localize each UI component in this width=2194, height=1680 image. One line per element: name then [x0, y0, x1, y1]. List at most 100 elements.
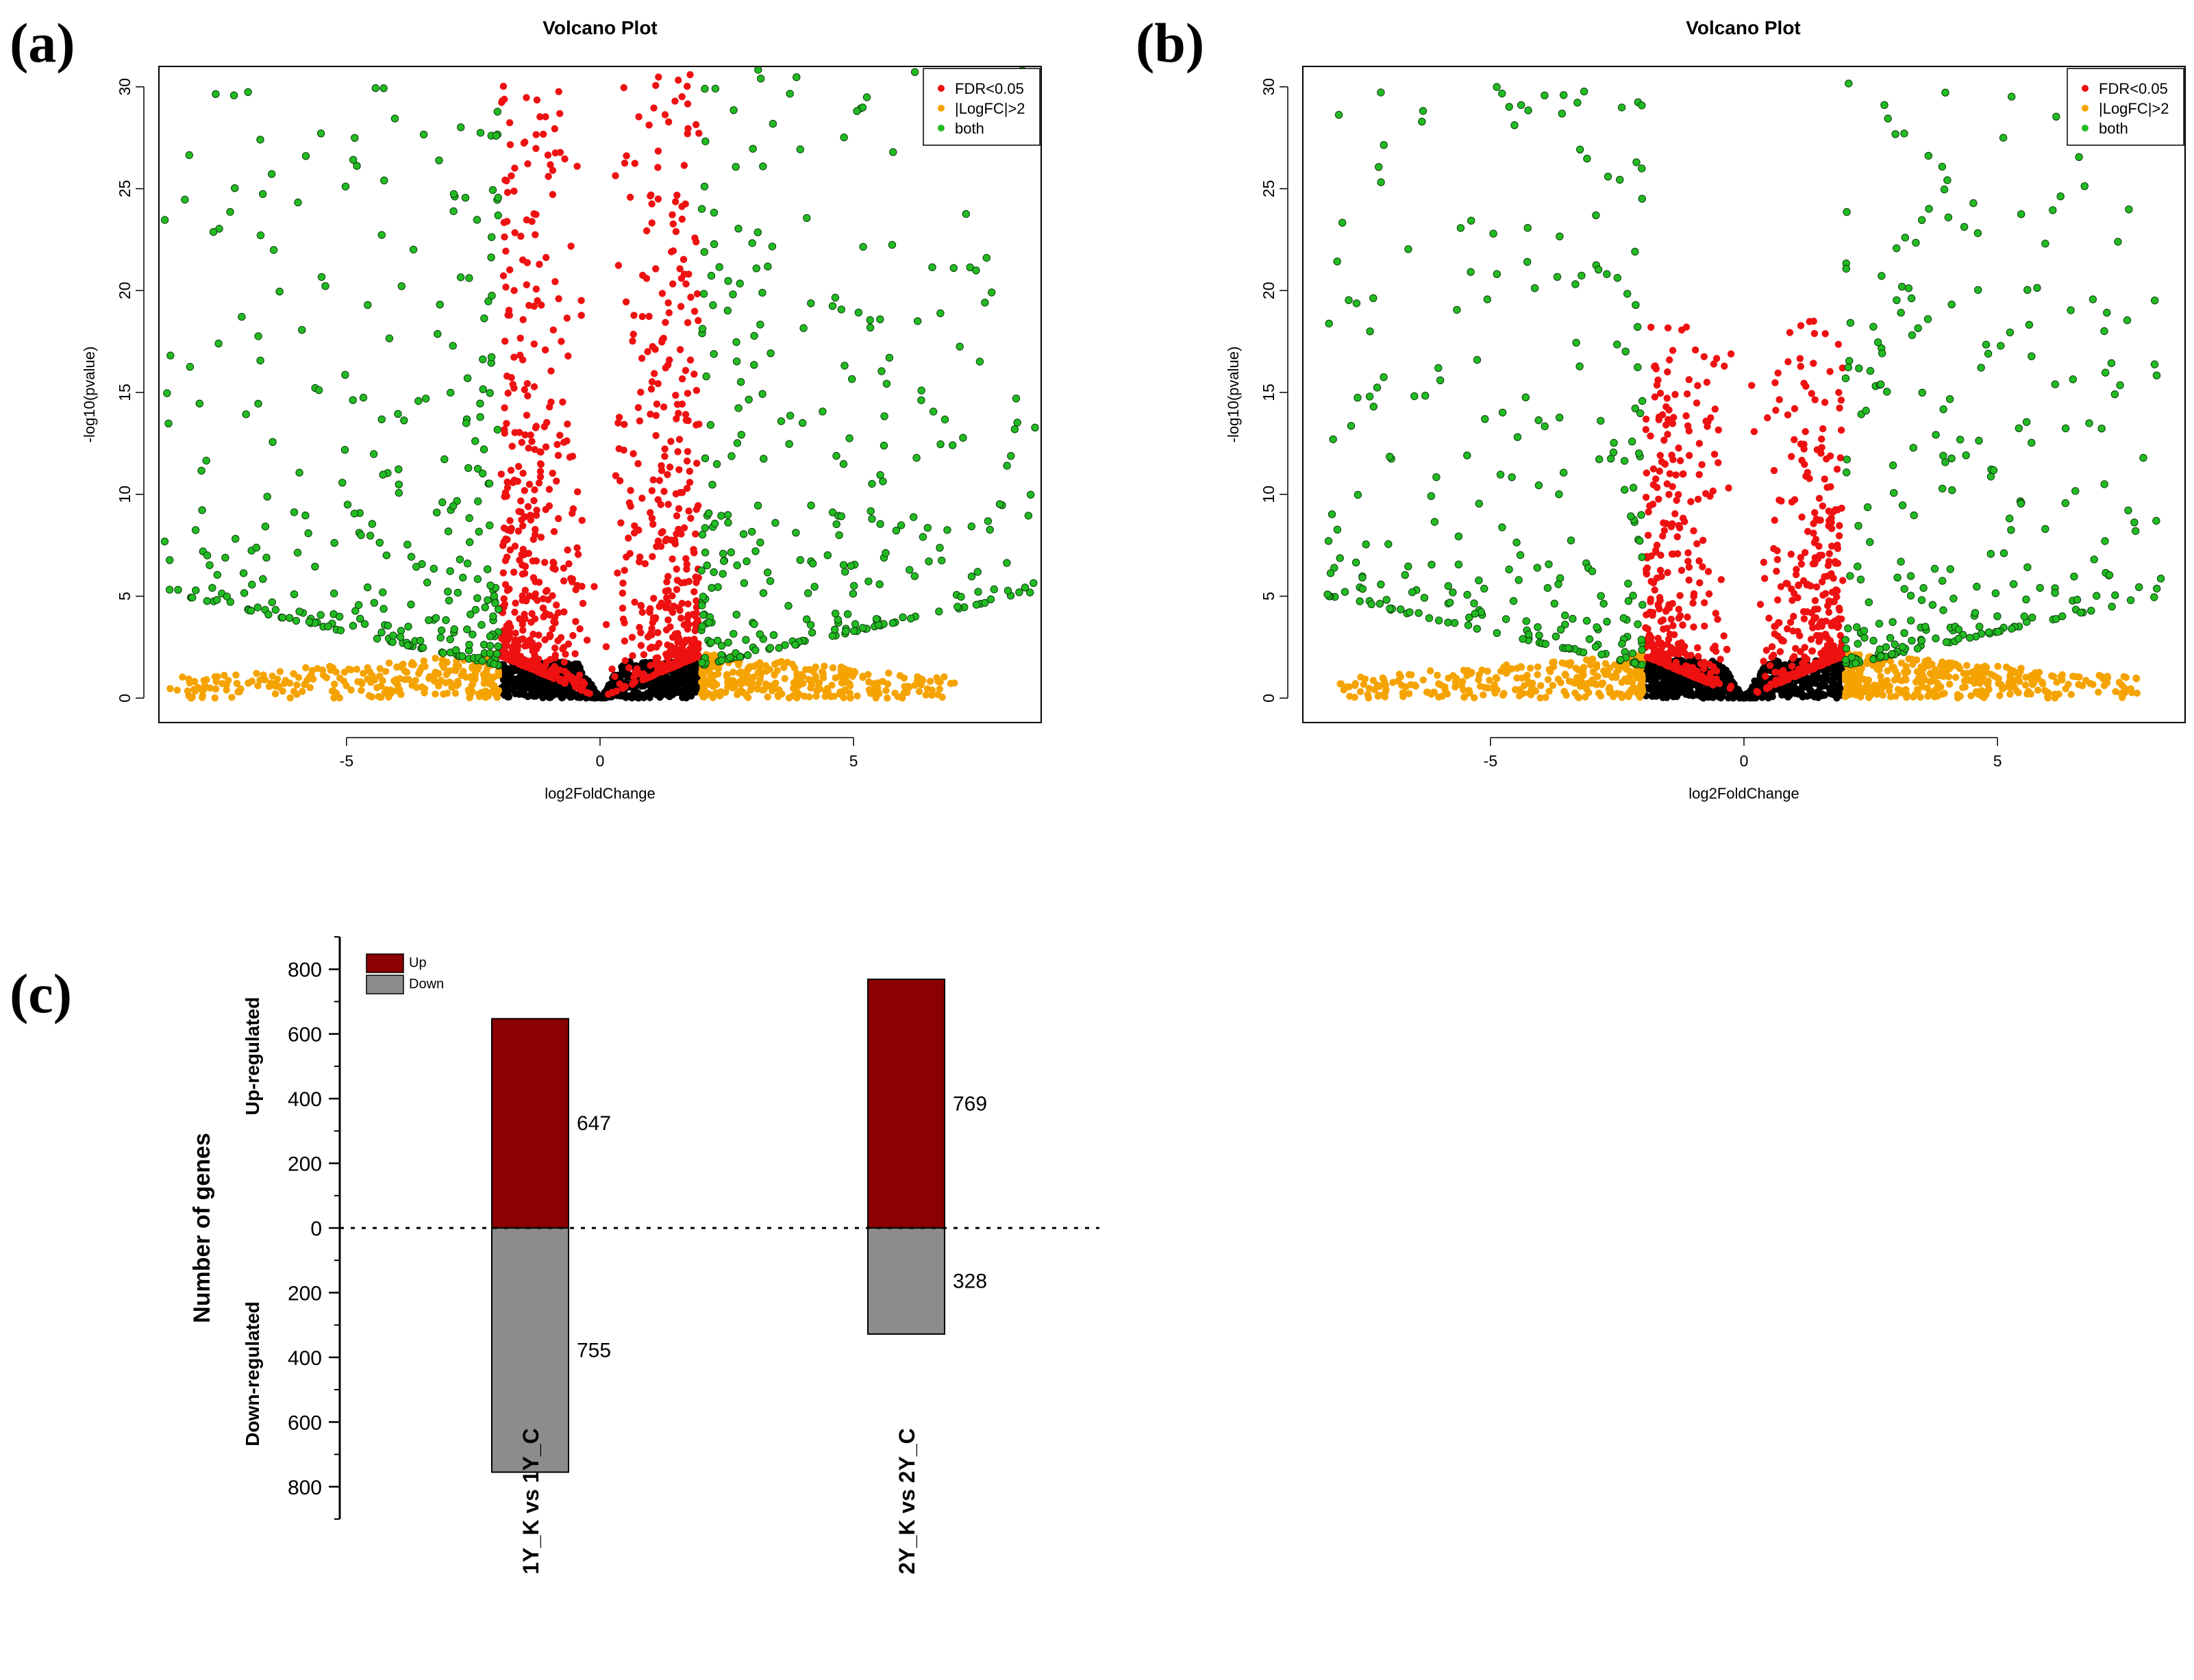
- volcano-point-both: [1901, 234, 1910, 242]
- volcano-point-fdr: [630, 312, 638, 319]
- volcano-point-both: [906, 566, 914, 574]
- volcano-point-fdr: [1665, 601, 1673, 609]
- volcano-point-fdr: [523, 281, 530, 288]
- volcano-point-fdr: [664, 471, 671, 479]
- volcano-point-fdr: [662, 364, 669, 372]
- volcano-point-logfc: [1518, 674, 1525, 682]
- volcano-point-fdr: [1681, 642, 1688, 651]
- volcano-point-logfc: [1604, 668, 1611, 677]
- volcano-point-both: [338, 479, 347, 487]
- volcano-point-logfc: [1886, 657, 1895, 665]
- volcano-point-fdr: [683, 560, 690, 568]
- volcano-point-logfc: [2015, 689, 2022, 697]
- volcano-point-fdr: [671, 97, 679, 105]
- volcano-point-both: [718, 642, 726, 650]
- volcano-point-logfc: [1569, 679, 1577, 686]
- volcano-point-logfc: [738, 675, 747, 683]
- volcano-point-logfc: [882, 687, 890, 694]
- volcano-point-fdr: [615, 414, 623, 421]
- volcano-point-both: [758, 390, 766, 398]
- volcano-point-logfc: [709, 682, 717, 690]
- volcano-point-logfc: [1336, 680, 1344, 688]
- volcano-point-fdr: [1676, 524, 1684, 531]
- volcano-point-both: [936, 544, 944, 552]
- volcano-point-both: [2089, 295, 2097, 303]
- volcano-point-both: [972, 601, 981, 609]
- volcano-point-both: [432, 614, 440, 622]
- volcano-point-fdr: [579, 684, 586, 692]
- volcano-point-fdr: [671, 540, 679, 548]
- volcano-point-fdr: [498, 635, 506, 642]
- volcano-point-fdr: [555, 295, 562, 303]
- volcano-point-fdr: [521, 570, 529, 577]
- volcano-point-both: [736, 279, 744, 288]
- volcano-point-both: [394, 410, 402, 418]
- volcano-point-fdr: [1788, 662, 1796, 670]
- volcano-point-both: [198, 506, 206, 514]
- volcano-point-both: [809, 560, 817, 568]
- volcano-point-fdr: [614, 569, 621, 577]
- volcano-point-both: [231, 184, 239, 192]
- volcano-point-both: [223, 592, 231, 601]
- volcano-point-ns: [625, 673, 632, 681]
- volcano-point-logfc: [819, 668, 826, 675]
- volcano-point-fdr: [1774, 596, 1782, 604]
- volcano-point-fdr: [653, 400, 661, 408]
- volcano-point-fdr: [1788, 498, 1796, 506]
- volcano-point-both: [301, 152, 310, 160]
- volcano-point-fdr: [1811, 509, 1819, 516]
- volcano-point-logfc: [836, 688, 844, 696]
- volcano-point-both: [2123, 316, 2132, 325]
- volcano-point-both: [440, 455, 449, 464]
- volcano-point-both: [2126, 596, 2135, 605]
- volcano-point-fdr: [1642, 493, 1650, 501]
- volcano-point-fdr: [1764, 414, 1771, 422]
- volcano-point-fdr: [1832, 560, 1839, 567]
- volcano-point-fdr: [692, 121, 700, 129]
- volcano-point-ns: [1799, 677, 1808, 686]
- volcano-point-both: [396, 633, 405, 641]
- volcano-point-fdr: [621, 637, 629, 645]
- volcano-point-logfc: [1894, 686, 1902, 693]
- volcano-point-both: [799, 324, 808, 332]
- volcano-point-fdr: [1760, 558, 1768, 566]
- volcano-point-both: [412, 562, 421, 571]
- volcano-point-logfc: [454, 677, 462, 686]
- volcano-point-ns: [1817, 675, 1825, 682]
- volcano-point-both: [197, 466, 205, 475]
- volcano-point-fdr: [680, 162, 688, 169]
- volcano-point-logfc: [1419, 676, 1427, 684]
- volcano-point-ns: [1686, 679, 1695, 687]
- volcano-point-logfc: [1928, 670, 1935, 678]
- volcano-point-both: [240, 589, 249, 597]
- volcano-point-logfc: [1923, 684, 1931, 692]
- volcano-point-fdr: [687, 293, 695, 301]
- volcano-point-fdr: [563, 674, 571, 681]
- volcano-point-logfc: [1987, 670, 1995, 678]
- volcano-point-fdr: [1727, 350, 1735, 358]
- volcano-point-fdr: [574, 551, 582, 558]
- volcano-point-fdr: [650, 370, 658, 377]
- volcano-point-both: [917, 386, 925, 394]
- volcano-point-fdr: [666, 463, 674, 471]
- volcano-point-fdr: [501, 176, 509, 184]
- volcano-point-fdr: [1768, 643, 1776, 651]
- volcano-point-fdr: [531, 446, 538, 453]
- volcano-point-both: [366, 531, 375, 540]
- volcano-point-logfc: [331, 680, 338, 688]
- volcano-point-ns: [541, 680, 549, 688]
- volcano-point-both: [959, 434, 967, 442]
- volcano-point-logfc: [2015, 673, 2022, 680]
- volcano-point-fdr: [666, 623, 674, 631]
- volcano-point-fdr: [695, 129, 703, 137]
- volcano-a-ylabel: -log10(pvalue): [81, 347, 98, 443]
- volcano-point-both: [256, 356, 264, 365]
- volcano-point-fdr: [1836, 522, 1843, 529]
- volcano-point-fdr: [674, 448, 682, 455]
- volcano-point-fdr: [1647, 598, 1654, 605]
- volcano-point-both: [492, 131, 500, 140]
- volcano-point-logfc: [1381, 693, 1389, 701]
- volcano-point-fdr: [1825, 550, 1833, 557]
- volcano-point-fdr: [625, 534, 632, 542]
- volcano-point-fdr: [561, 679, 569, 687]
